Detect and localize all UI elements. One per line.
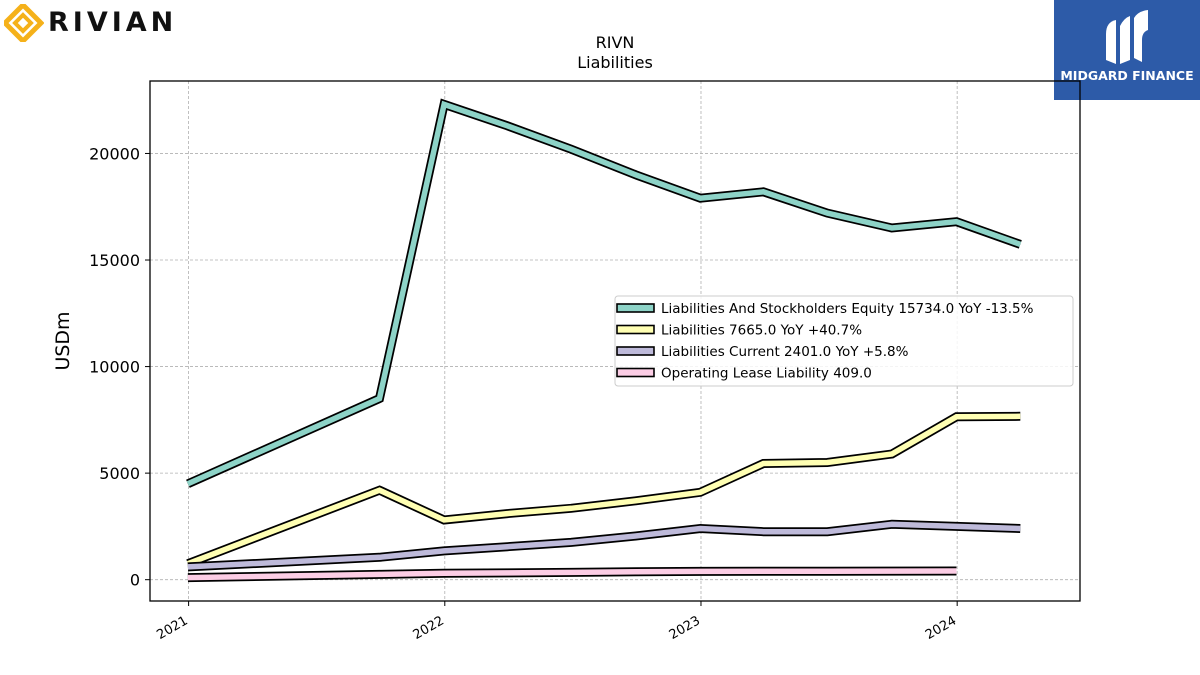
series-lines (186, 98, 1022, 583)
series-line (186, 411, 1021, 568)
legend-swatch (616, 346, 655, 356)
series-line-fill (186, 413, 1021, 567)
x-tick-label: 2022 (411, 613, 447, 643)
y-tick-label: 20000 (89, 144, 140, 163)
partner-name: MIDGARD FINANCE (1060, 68, 1194, 83)
legend-box (614, 295, 1074, 387)
plot-frame (149, 80, 1081, 602)
x-axis: 2021 2022 2023 2024 (154, 601, 959, 643)
rivian-diamond-icon (1, 1, 45, 45)
legend-entry: Liabilities 7665.0 YoY +40.7% (661, 323, 862, 339)
legend-swatch (616, 324, 655, 335)
y-axis: 0 5000 10000 15000 20000 (89, 144, 150, 590)
y-tick-label: 0 (130, 571, 140, 590)
legend-swatch (616, 303, 655, 313)
x-tick-label: 2021 (154, 613, 190, 643)
series-line (187, 519, 1021, 572)
x-tick-label: 2023 (667, 613, 703, 643)
y-axis-label: USDm (52, 311, 74, 370)
y-tick-label: 10000 (89, 358, 140, 377)
legend-entry: Liabilities And Stockholders Equity 1573… (661, 301, 1034, 317)
y-tick-label: 5000 (99, 464, 140, 483)
series-line-fill (187, 568, 957, 581)
series-line (186, 98, 1022, 488)
chart-subtitle: Liabilities (577, 53, 653, 72)
midgard-mark-icon (1054, 0, 1200, 100)
series-line-fill (187, 521, 1021, 570)
midgard-finance-logo: MIDGARD FINANCE (1054, 0, 1200, 100)
x-tick-label: 2024 (923, 613, 959, 643)
legend-swatch (616, 367, 655, 378)
legend: Liabilities And Stockholders Equity 1573… (614, 295, 1074, 387)
series-line (187, 566, 957, 583)
y-tick-label: 15000 (89, 251, 140, 270)
legend-entry: Liabilities Current 2401.0 YoY +5.8% (661, 344, 909, 360)
brand-name: RIVIAN (48, 7, 178, 38)
rivian-logo: RIVIAN (1, 1, 194, 45)
legend-entry: Operating Lease Liability 409.0 (661, 366, 872, 382)
chart-title: RIVN (596, 33, 635, 52)
series-line-fill (186, 100, 1022, 487)
